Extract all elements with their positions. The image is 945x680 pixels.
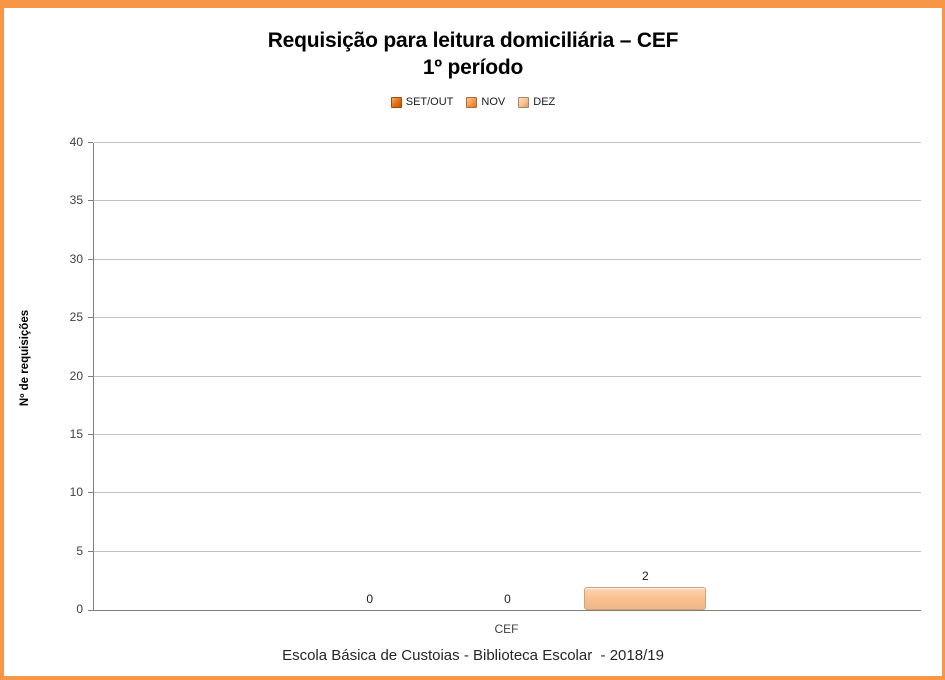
bar-dez bbox=[584, 586, 707, 610]
legend-item-set-out: SET/OUT bbox=[390, 96, 454, 108]
legend: SET/OUT NOV DEZ bbox=[4, 96, 942, 108]
gridline bbox=[94, 317, 921, 319]
y-axis-tick bbox=[88, 200, 93, 202]
data-label: 0 bbox=[366, 592, 373, 606]
gridline bbox=[94, 142, 921, 143]
y-axis-tick bbox=[88, 550, 93, 552]
legend-item-dez: DEZ bbox=[518, 96, 555, 108]
y-axis-tick-label: 10 bbox=[69, 485, 83, 500]
plot-area: 0 5 10 15 20 25 30 35 40 0 0 2 bbox=[70, 135, 921, 616]
legend-label: DEZ bbox=[533, 96, 556, 108]
y-axis-tick-label: 15 bbox=[69, 426, 83, 441]
chart-title: Requisição para leitura domiciliária – C… bbox=[4, 27, 942, 81]
y-axis-tick-label: 20 bbox=[69, 368, 83, 383]
legend-marker-icon bbox=[518, 96, 530, 108]
gridline bbox=[94, 550, 921, 552]
gridline bbox=[94, 492, 921, 494]
gridline bbox=[94, 258, 921, 260]
y-axis-tick bbox=[88, 142, 93, 143]
legend-label: NOV bbox=[481, 96, 506, 108]
y-axis-tick bbox=[88, 317, 93, 319]
gridline bbox=[94, 433, 921, 435]
y-axis-tick-label: 25 bbox=[69, 310, 83, 325]
y-axis-tick-label: 35 bbox=[69, 193, 83, 208]
data-label: 2 bbox=[641, 568, 649, 583]
y-axis-tick-label: 0 bbox=[76, 602, 83, 616]
y-axis-tick-label: 5 bbox=[76, 543, 83, 558]
chart-title-line2: 1º período bbox=[422, 56, 524, 79]
chart-title-line1: Requisição para leitura domiciliária – C… bbox=[267, 29, 679, 52]
gridline bbox=[94, 375, 921, 377]
y-axis-tick-label: 40 bbox=[69, 135, 83, 149]
gridline bbox=[94, 200, 921, 202]
chart-footer: Escola Básica de Custoias - Biblioteca E… bbox=[282, 647, 664, 664]
legend-item-nov: NOV bbox=[466, 96, 505, 108]
y-axis-tick bbox=[88, 375, 93, 377]
x-axis-category-label: CEF bbox=[494, 622, 519, 636]
legend-marker-icon bbox=[390, 96, 402, 108]
y-axis-tick-label: 30 bbox=[69, 251, 83, 266]
y-axis-tick bbox=[88, 610, 93, 611]
y-axis-title-text: Nº de requisições bbox=[19, 309, 32, 407]
y-axis-tick bbox=[88, 492, 93, 494]
y-axis-tick bbox=[88, 433, 93, 435]
data-label: 0 bbox=[504, 592, 511, 606]
y-axis-tick bbox=[88, 258, 93, 260]
legend-marker-icon bbox=[466, 96, 478, 108]
legend-label: SET/OUT bbox=[405, 96, 454, 108]
y-axis-title: Nº de requisições bbox=[12, 143, 38, 573]
